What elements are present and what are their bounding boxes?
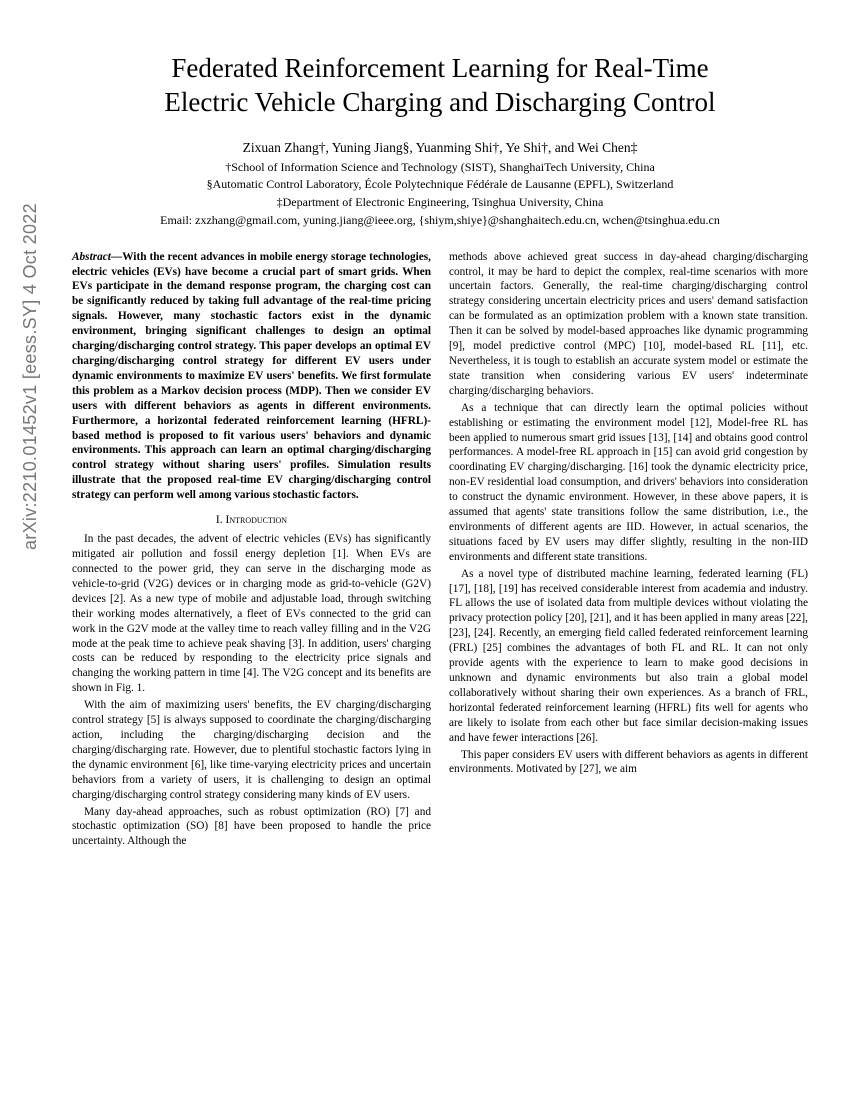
right-column: methods above achieved great success in … xyxy=(449,250,808,852)
right-para-1: methods above achieved great success in … xyxy=(449,250,808,399)
left-para-2: With the aim of maximizing users' benefi… xyxy=(72,698,431,802)
abstract-label: Abstract— xyxy=(72,251,122,263)
right-para-3: As a novel type of distributed machine l… xyxy=(449,567,808,746)
email-line: Email: zxzhang@gmail.com, yuning.jiang@i… xyxy=(72,212,808,229)
title-line-1: Federated Reinforcement Learning for Rea… xyxy=(171,53,708,83)
two-column-body: Abstract—With the recent advances in mob… xyxy=(72,250,808,852)
affiliation-2: §Automatic Control Laboratory, École Pol… xyxy=(72,176,808,193)
section-1-heading: I. Introduction xyxy=(72,513,431,528)
left-para-1: In the past decades, the advent of elect… xyxy=(72,532,431,696)
authors-block: Zixuan Zhang†, Yuning Jiang§, Yuanming S… xyxy=(72,138,808,230)
arxiv-identifier: arXiv:2210.01452v1 [eess.SY] 4 Oct 2022 xyxy=(20,203,41,550)
paper-title: Federated Reinforcement Learning for Rea… xyxy=(72,52,808,120)
right-para-4: This paper considers EV users with diffe… xyxy=(449,748,808,778)
abstract-text: With the recent advances in mobile energ… xyxy=(72,251,431,502)
affiliation-3: ‡Department of Electronic Engineering, T… xyxy=(72,194,808,211)
left-column: Abstract—With the recent advances in mob… xyxy=(72,250,431,852)
abstract: Abstract—With the recent advances in mob… xyxy=(72,250,431,503)
authors-line: Zixuan Zhang†, Yuning Jiang§, Yuanming S… xyxy=(72,138,808,158)
title-line-2: Electric Vehicle Charging and Dischargin… xyxy=(164,87,715,117)
left-para-3: Many day-ahead approaches, such as robus… xyxy=(72,805,431,850)
page-content: Federated Reinforcement Learning for Rea… xyxy=(72,52,808,1060)
right-para-2: As a technique that can directly learn t… xyxy=(449,401,808,565)
affiliation-1: †School of Information Science and Techn… xyxy=(72,159,808,176)
